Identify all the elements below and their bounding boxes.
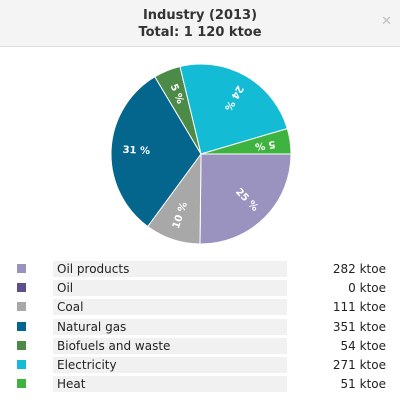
legend-label: Biofuels and waste: [53, 337, 287, 354]
legend: Oil products 282 ktoe Oil 0 ktoe Coal 111 kto…: [10, 259, 390, 393]
legend-swatch: [17, 359, 26, 369]
chart-subtitle: Total: 1 120 ktoe: [138, 25, 262, 40]
chart-title: Industry (2013): [142, 8, 258, 23]
legend-value: 282 ktoe: [332, 262, 386, 276]
close-icon[interactable]: ✕: [381, 14, 392, 29]
pie-slice-heat[interactable]: [200, 127, 292, 155]
legend-value: 351 ktoe: [332, 319, 386, 334]
legend-value: 54 ktoe: [340, 338, 386, 353]
legend-label: Coal: [53, 299, 287, 316]
legend-label: Heat: [53, 376, 287, 393]
panel-header: Industry (2013) Total: 1 120 ktoe ✕: [0, 0, 400, 47]
pie-chart: 25 %10 %31 %5 % 24 %5 %: [110, 63, 292, 245]
legend-value: 51 ktoe: [340, 377, 386, 392]
pie-slice-electricity[interactable]: [179, 63, 288, 155]
legend-item-coal[interactable]: Coal 111 ktoe: [10, 297, 390, 316]
legend-item-heat[interactable]: Heat 51 ktoe: [10, 374, 390, 393]
legend-item-electricity[interactable]: Electricity 271 ktoe: [10, 355, 390, 374]
legend-swatch: [17, 321, 26, 331]
legend-value: 0 ktoe: [348, 281, 386, 296]
pie-slice-natural-gas[interactable]: [110, 76, 202, 228]
pie-slice-oil-products[interactable]: [199, 153, 292, 245]
legend-label: Natural gas: [53, 318, 287, 335]
legend-label: Electricity: [53, 356, 287, 373]
legend-swatch: [17, 302, 26, 312]
legend-swatch: [17, 379, 26, 389]
legend-item-oil-products[interactable]: Oil products 282 ktoe: [10, 259, 390, 278]
legend-item-biofuels-and-waste[interactable]: Biofuels and waste 54 ktoe: [10, 336, 390, 355]
pie-label-natural-gas: 31 %: [122, 145, 150, 157]
legend-swatch: [17, 340, 26, 350]
legend-value: 111 ktoe: [332, 300, 386, 315]
legend-item-natural-gas[interactable]: Natural gas 351 ktoe: [10, 317, 390, 336]
legend-label: Oil: [53, 280, 287, 297]
legend-label: Oil products: [53, 261, 287, 277]
legend-swatch: [17, 283, 26, 293]
legend-item-oil[interactable]: Oil 0 ktoe: [10, 278, 390, 297]
legend-value: 271 ktoe: [332, 357, 386, 372]
pie-label-heat: 5 %: [254, 138, 276, 152]
legend-swatch: [17, 264, 26, 273]
